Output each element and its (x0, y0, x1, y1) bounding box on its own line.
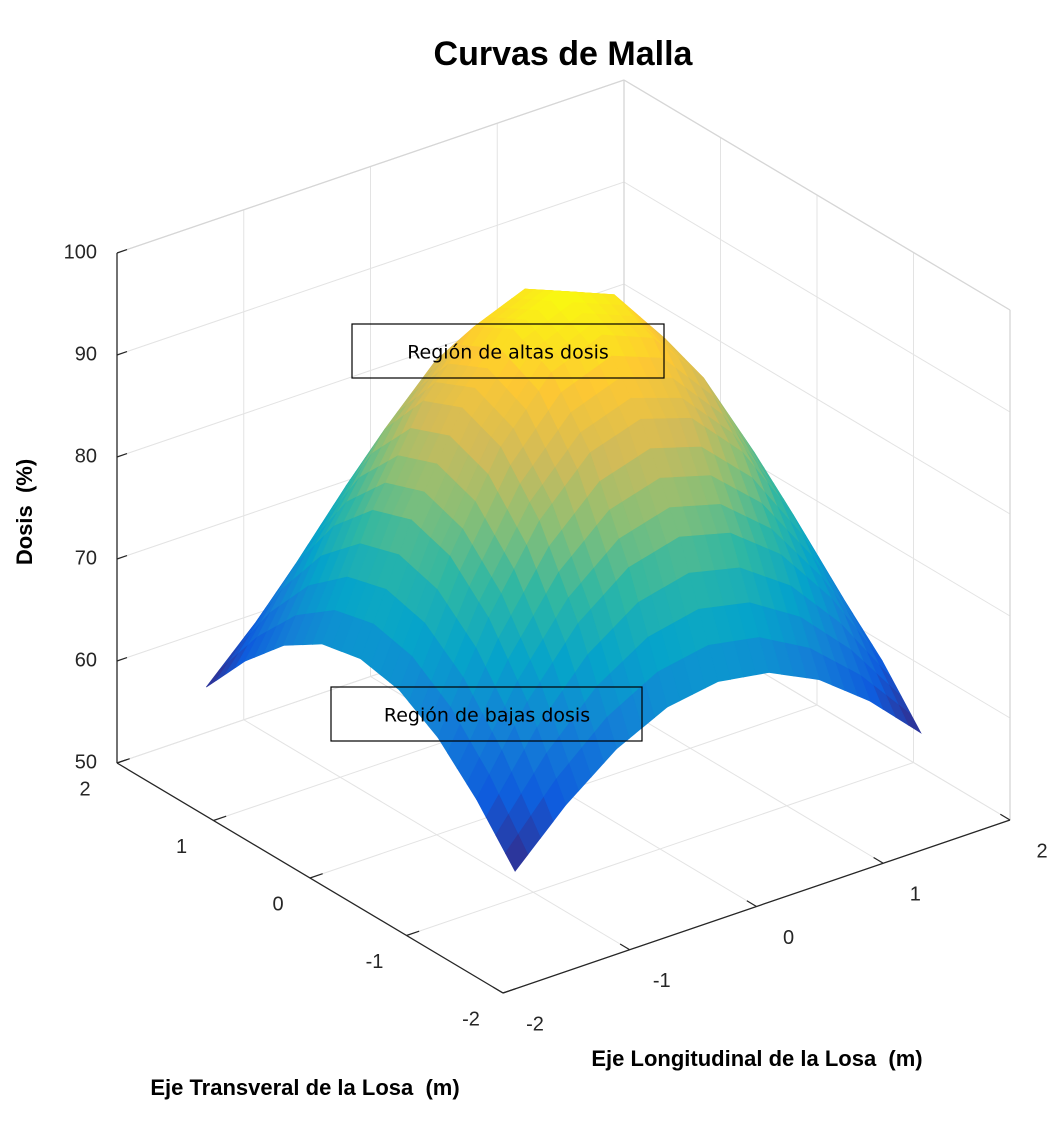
surface-patch (476, 701, 567, 872)
annotation-box (330, 686, 643, 742)
z-axis-label: Dosis (%) (12, 459, 37, 565)
chart-title: Curvas de Malla (434, 35, 694, 73)
surface-patch (360, 519, 451, 691)
x-axis-label: Eje Longitudinal de la Losa (m) (591, 1046, 922, 1071)
surface-patch (372, 400, 463, 521)
z-tick-label: 90 (75, 343, 97, 365)
x-tick (746, 900, 757, 908)
surface (205, 288, 922, 872)
surface-patch (613, 294, 704, 379)
surface-patch (282, 509, 374, 646)
x-tick (1000, 813, 1011, 821)
y-tick-label: 2 (79, 778, 90, 800)
z-tick (116, 453, 128, 458)
surface-patch (512, 291, 603, 374)
y-tick (213, 815, 227, 822)
surface-patch (678, 532, 770, 682)
surface-patch (703, 377, 794, 515)
z-tick (116, 249, 128, 254)
surface-patch (640, 417, 731, 538)
surface-patch (422, 326, 514, 409)
grid-line (116, 79, 1011, 311)
y-tick (406, 930, 420, 937)
axis-line (116, 79, 625, 254)
x-tick (619, 943, 631, 951)
surface-patch (628, 536, 719, 708)
surface-patch (244, 525, 335, 662)
x-tick (873, 856, 884, 864)
surface-patch (729, 532, 820, 681)
annotation: Región de altas dosis (407, 342, 609, 364)
surface-patch (398, 555, 490, 739)
x-tick-label: 1 (910, 884, 921, 906)
y-tick (309, 873, 323, 879)
y-tick-label: -1 (366, 951, 384, 973)
surface-patch (601, 334, 693, 420)
surface-patch (333, 399, 425, 527)
z-tick-label: 80 (75, 445, 97, 467)
z-tick-label: 70 (75, 547, 97, 569)
surface-patch (550, 334, 642, 454)
z-tick (116, 657, 128, 662)
z-tick (116, 555, 128, 560)
annotation-box (351, 323, 665, 379)
axis-line (623, 79, 1011, 311)
grid-line (406, 762, 914, 936)
axes-labels: 50 60 70 80 90 100 -2 -1 0 1 2 -2 -1 0 1 2 (64, 241, 1048, 1035)
surface-facet (504, 833, 529, 872)
z-tick (116, 351, 128, 356)
annotation: Región de bajas dosis (384, 705, 590, 727)
x-tick-label: 2 (1036, 840, 1047, 862)
surface-patch (473, 288, 565, 330)
surface-patch (500, 372, 591, 522)
surface-patch (741, 451, 832, 599)
surface-patch (410, 407, 502, 557)
y-tick (116, 758, 130, 764)
surface-patch (321, 509, 412, 660)
surface-patch (792, 514, 883, 661)
surface-patch (690, 417, 782, 556)
surface-patch (449, 446, 540, 619)
surface-patch (562, 291, 654, 339)
surface-patch (538, 452, 630, 625)
x-tick (493, 986, 504, 994)
x-tick-label: 0 (783, 927, 794, 949)
z-tick-label: 100 (64, 241, 97, 263)
y-tick-label: 0 (272, 893, 283, 915)
surface-patch (589, 418, 680, 569)
surface-patch (652, 337, 743, 453)
y-tick-label: -2 (462, 1008, 480, 1030)
surface-patch (779, 553, 871, 702)
y-axis-label: Eje Transveral de la Losa (m) (150, 1075, 459, 1100)
x-tick-label: -1 (653, 970, 671, 992)
surface-patch (831, 598, 922, 734)
surface-patch (437, 617, 528, 800)
z-tick-label: 60 (75, 649, 97, 671)
x-tick-label: -2 (526, 1013, 544, 1035)
y-tick (502, 988, 516, 994)
surface-patch (295, 428, 386, 565)
y-tick-label: 1 (176, 836, 187, 858)
z-tick-label: 50 (75, 751, 97, 773)
